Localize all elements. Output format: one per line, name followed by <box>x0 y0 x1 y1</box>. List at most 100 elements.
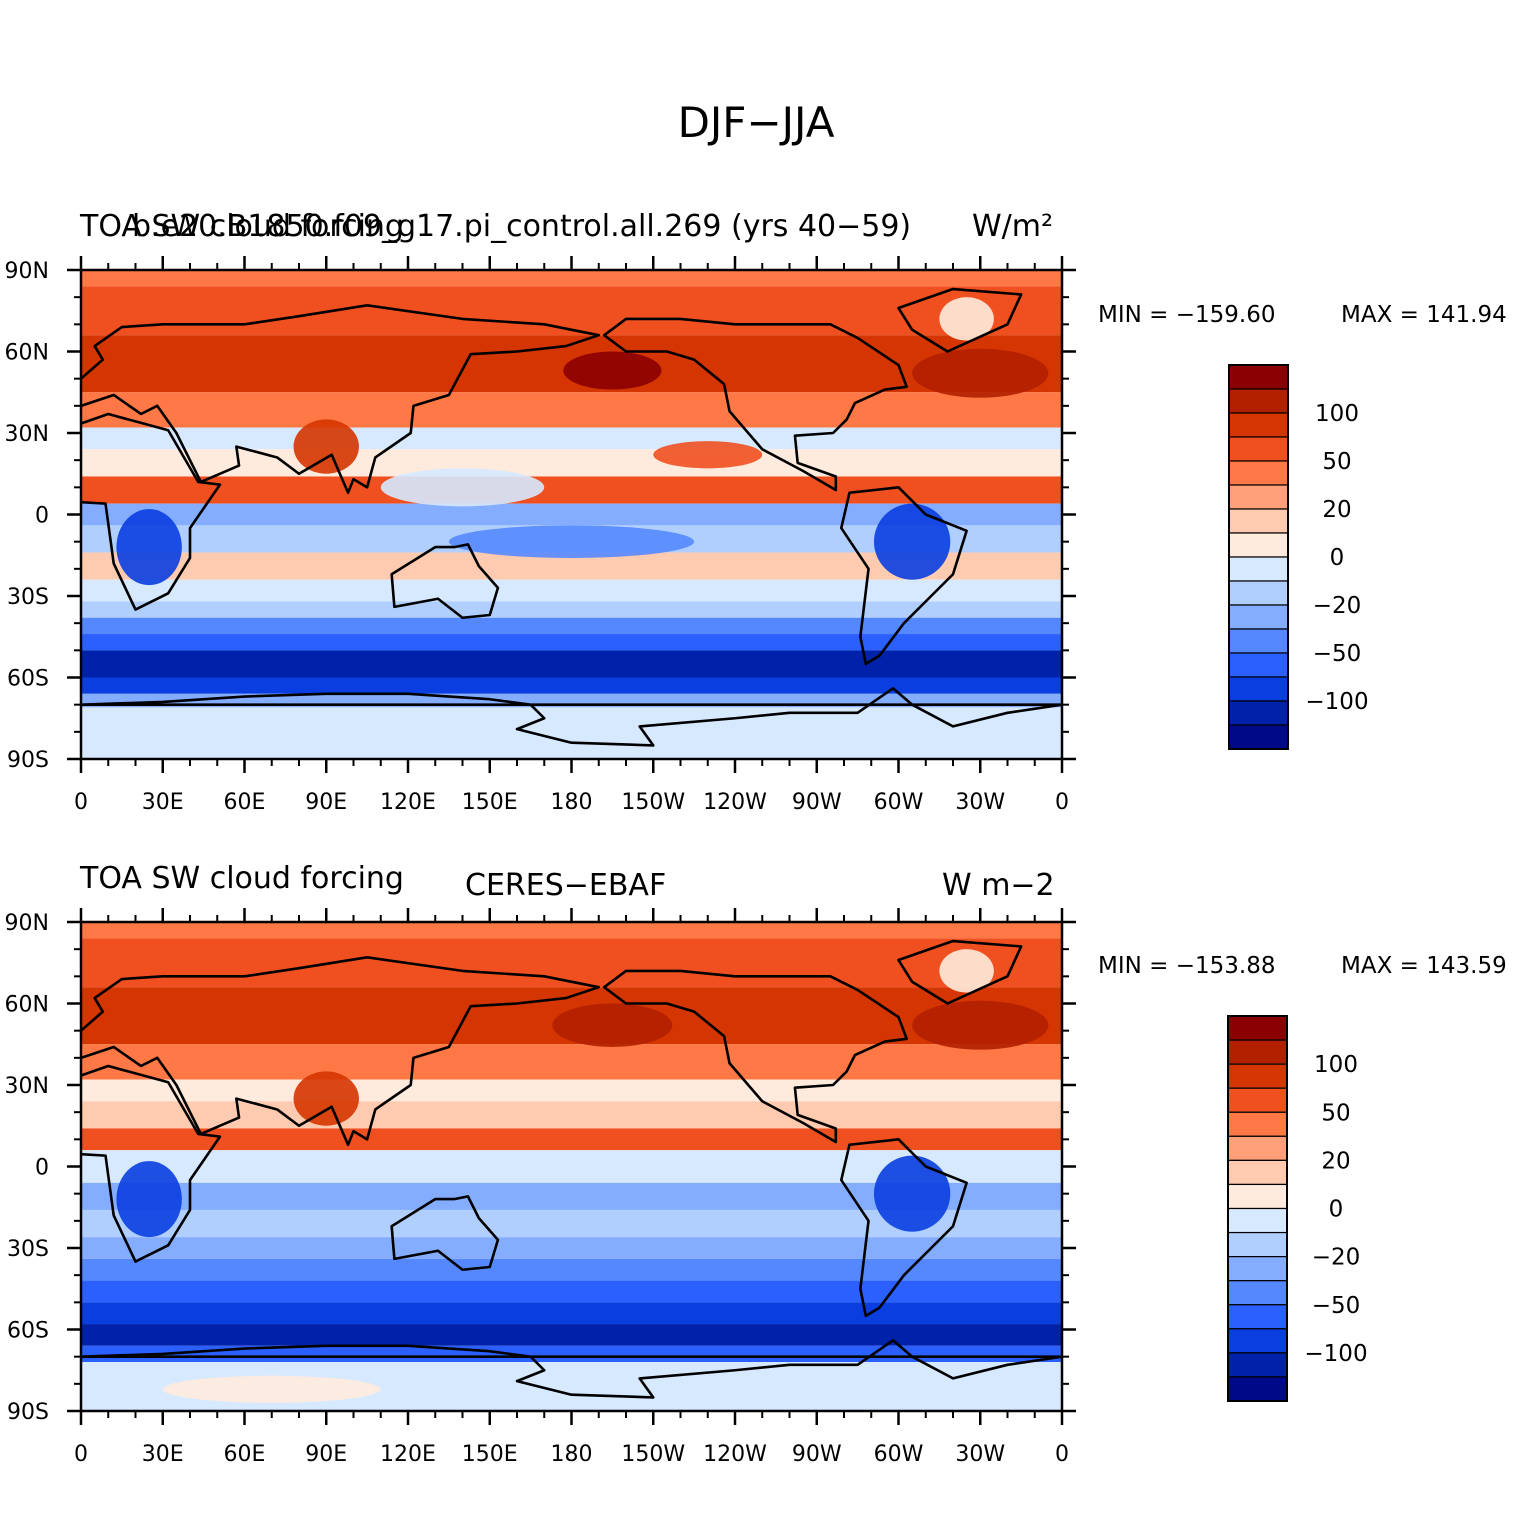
colorbar-swatch-15 <box>1227 1352 1288 1378</box>
colorbar-label: −100 <box>1304 1341 1367 1367</box>
colorbar-label: 0 <box>1329 1197 1344 1223</box>
lon-tick-label: 90E <box>305 1442 347 1467</box>
coastline-eurasia <box>81 304 601 495</box>
field-feature-6 <box>293 1071 359 1126</box>
colorbar-swatch-12 <box>1227 1280 1288 1306</box>
colorbar-swatch-6 <box>1228 484 1289 510</box>
colorbar-swatch-13 <box>1228 652 1289 678</box>
lat-tick-label: 60N <box>5 993 49 1018</box>
field-band-7 <box>81 476 1062 504</box>
panel1-center-title: b.e20.B1850.f09_g17.pi_control.all.269 (… <box>132 209 912 244</box>
field-band-5 <box>81 1079 1062 1102</box>
panel2-center-title: CERES−EBAF <box>465 868 667 903</box>
colorbar-swatch-5 <box>1228 460 1289 486</box>
colorbar-frame <box>1227 1015 1288 1402</box>
coastline-samerica <box>839 1138 968 1318</box>
lon-tick-label: 30W <box>955 1442 1005 1467</box>
lon-tick-label: 150W <box>621 790 685 815</box>
field-band-14 <box>81 1302 1062 1325</box>
lat-tick-label: 60S <box>7 1319 49 1344</box>
field-feature-5 <box>116 509 182 586</box>
colorbar-swatch-14 <box>1227 1328 1288 1354</box>
lon-tick-label: 0 <box>74 790 88 815</box>
coastline-eurasia <box>81 956 601 1147</box>
lon-tick-label: 150E <box>462 790 518 815</box>
field-band-13 <box>81 617 1062 635</box>
colorbar-swatch-14 <box>1228 676 1289 702</box>
lon-tick-label: 120E <box>380 790 436 815</box>
field-feature-4 <box>873 1155 951 1232</box>
figure-title: DJF−JJA <box>677 98 835 147</box>
coastline-samerica <box>839 486 968 666</box>
colorbar-swatch-11 <box>1228 604 1289 630</box>
colorbar-label: 20 <box>1322 497 1351 523</box>
colorbar-swatch-16 <box>1227 1376 1288 1402</box>
colorbar-label: 100 <box>1315 401 1359 427</box>
colorbar-swatch-4 <box>1228 436 1289 462</box>
coastline-antarctica <box>81 1339 1062 1399</box>
field-feature-6 <box>873 503 951 580</box>
coastline-namerica <box>602 969 908 1144</box>
lon-tick-label: 180 <box>551 790 593 815</box>
lat-tick-label: 30S <box>7 585 49 610</box>
colorbar-label: −20 <box>1312 1245 1361 1271</box>
coastline-africa <box>81 1064 222 1263</box>
lon-tick-label: 0 <box>1055 1442 1069 1467</box>
field-band-11 <box>81 1237 1062 1259</box>
colorbar-swatch-2 <box>1228 388 1289 414</box>
lon-tick-label: 90E <box>305 790 347 815</box>
field-feature-7 <box>939 297 994 341</box>
field-band-1 <box>81 922 1062 939</box>
lat-tick-label: 30N <box>5 1074 49 1099</box>
field-band-15 <box>81 650 1062 678</box>
lat-tick-label: 90S <box>7 1400 49 1425</box>
colorbar-swatch-13 <box>1227 1304 1288 1330</box>
panel2-units: W m−2 <box>942 868 1055 903</box>
panel1-max-label: MAX = 141.94 <box>1341 302 1507 328</box>
lon-tick-label: 60E <box>224 1442 266 1467</box>
colorbar-frame <box>1228 364 1289 750</box>
colorbar-swatch-3 <box>1227 1063 1288 1089</box>
field-band-6 <box>81 1101 1062 1129</box>
colorbar-label: −50 <box>1312 1293 1361 1319</box>
lon-tick-label: 180 <box>551 1442 593 1467</box>
colorbar-swatch-5 <box>1227 1111 1288 1137</box>
field-band-16 <box>81 677 1062 694</box>
field-feature-3 <box>116 1161 182 1238</box>
lat-tick-label: 30N <box>5 422 49 447</box>
lon-tick-label: 30E <box>142 1442 184 1467</box>
colorbar-swatch-9 <box>1228 556 1289 582</box>
colorbar-label: −50 <box>1313 641 1362 667</box>
field-feature-1 <box>552 1003 673 1047</box>
lon-tick-label: 120W <box>703 1442 767 1467</box>
lon-tick-label: 0 <box>74 1442 88 1467</box>
panel2-left-title: TOA SW cloud forcing <box>80 861 404 896</box>
colorbar-swatch-9 <box>1227 1207 1288 1234</box>
colorbar-swatch-8 <box>1227 1183 1288 1210</box>
panel2-min-label: MIN = −153.88 <box>1098 953 1276 979</box>
colorbar-swatch-10 <box>1227 1231 1288 1258</box>
lon-tick-label: 150E <box>462 1442 518 1467</box>
colorbar-swatch-11 <box>1227 1256 1288 1282</box>
field-band-2 <box>81 286 1062 336</box>
field-band-15 <box>81 1324 1062 1346</box>
lat-tick-label: 60N <box>5 341 49 366</box>
colorbar-swatch-6 <box>1227 1135 1288 1161</box>
lon-tick-label: 150W <box>621 1442 685 1467</box>
field-feature-7 <box>162 1375 381 1403</box>
lat-tick-label: 90N <box>5 911 49 936</box>
colorbar-swatch-8 <box>1228 532 1289 558</box>
field-band-12 <box>81 1258 1062 1281</box>
panel1-min-label: MIN = −159.60 <box>1098 302 1276 328</box>
colorbar-swatch-16 <box>1228 724 1289 750</box>
lat-tick-label: 90N <box>5 259 49 284</box>
field-band-1 <box>81 270 1062 287</box>
field-feature-2 <box>912 348 1049 398</box>
lon-tick-label: 120W <box>703 790 767 815</box>
field-feature-1 <box>563 351 662 390</box>
lon-tick-label: 30E <box>142 790 184 815</box>
lat-tick-label: 60S <box>7 667 49 692</box>
coastline-australia <box>390 543 500 620</box>
coastline-greenland <box>897 939 1023 1005</box>
